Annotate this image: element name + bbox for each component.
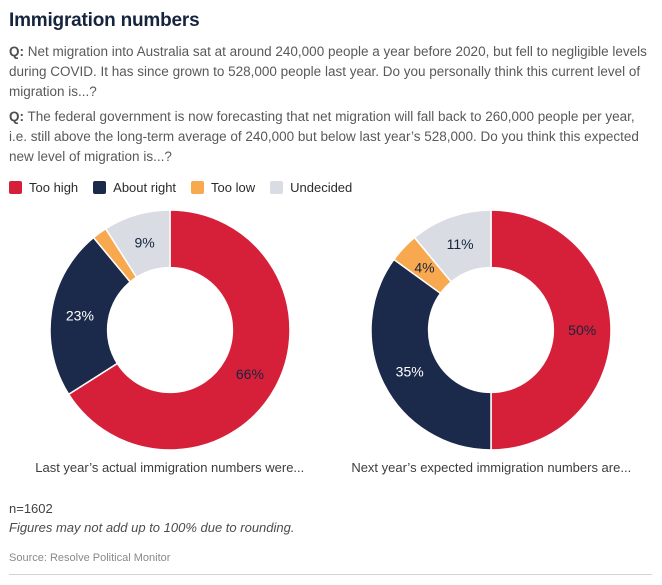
legend-label: Undecided — [290, 180, 353, 195]
slice-undecided — [104, 209, 171, 279]
question-1: Q: Net migration into Australia sat at a… — [9, 42, 651, 102]
legend-label: Too low — [211, 180, 256, 195]
charts-row: 66% 23% 9% Last year’s actual immigration … — [9, 205, 652, 475]
slice-undecided — [413, 209, 492, 283]
slice-label-about-right: 23% — [66, 308, 94, 324]
legend-label: About right — [113, 180, 177, 195]
question-1-prefix: Q: — [9, 44, 24, 59]
question-2-text: The federal government is now forecastin… — [9, 109, 639, 164]
rounding-note: Figures may not add up to 100% due to ro… — [9, 520, 295, 535]
donut-chart-last-year: 66% 23% 9% Last year’s actual immigration … — [9, 205, 331, 475]
chart-caption-next-year: Next year’s expected immigration numbers… — [351, 460, 632, 475]
slice-about-right — [49, 236, 132, 396]
chart-footer: n=1602 Figures may not add up to 100% du… — [9, 501, 652, 564]
chart-legend: Too high About right Too low Undecided — [9, 180, 652, 195]
legend-item-about-right: About right — [93, 180, 176, 195]
legend-label: Too high — [29, 180, 79, 195]
question-2: Q: The federal government is now forecas… — [9, 107, 651, 167]
sample-size: n=1602 — [9, 501, 53, 516]
bottom-divider — [9, 574, 652, 575]
chart-caption-last-year: Last year’s actual immigration numbers w… — [35, 460, 305, 475]
question-2-prefix: Q: — [9, 109, 24, 124]
slice-label-too-high: 50% — [568, 322, 596, 338]
slice-label-too-low: 4% — [415, 260, 435, 276]
question-1-text: Net migration into Australia sat at arou… — [9, 44, 647, 99]
donut-next-year-svg: 50% 35% 4% 11% — [370, 209, 612, 451]
slice-label-undecided: 9% — [134, 234, 154, 250]
donut-chart-next-year: 50% 35% 4% 11% Next year’s expected immigra… — [331, 205, 653, 475]
legend-item-undecided: Undecided — [270, 180, 352, 195]
slice-label-too-high: 66% — [236, 366, 264, 382]
slice-label-about-right: 35% — [396, 363, 424, 379]
legend-swatch-too-low — [191, 181, 205, 194]
legend-swatch-about-right — [93, 181, 107, 194]
legend-swatch-too-high — [9, 181, 22, 194]
page-title: Immigration numbers — [9, 10, 200, 31]
slice-label-undecided: 11% — [447, 236, 474, 252]
donut-last-year-svg: 66% 23% 9% — [49, 209, 291, 451]
legend-swatch-undecided — [270, 181, 284, 194]
legend-item-too-high: Too high — [9, 180, 78, 195]
slice-about-right — [370, 258, 492, 451]
legend-item-too-low: Too low — [191, 180, 255, 195]
slice-too-high — [490, 209, 612, 451]
slice-too-high — [67, 209, 291, 451]
source-line: Source: Resolve Political Monitor — [9, 552, 171, 564]
